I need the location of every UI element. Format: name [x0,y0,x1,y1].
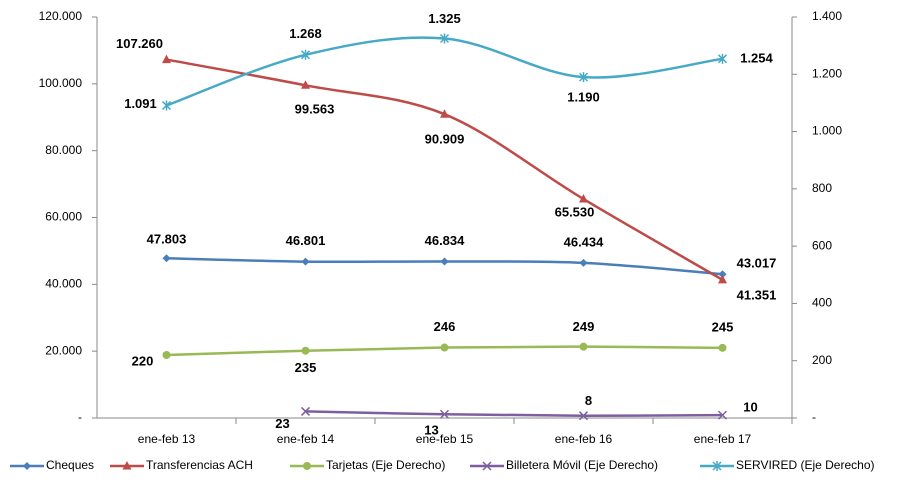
marker [439,33,450,44]
data-label: 41.351 [737,287,777,302]
marker [439,409,450,419]
data-label: 1.254 [740,50,773,65]
marker [301,80,310,89]
marker [161,100,172,111]
marker [717,410,728,420]
y-tick-label: 100.000 [39,76,83,90]
legend-label: Tarjetas (Eje Derecho) [326,458,445,472]
data-label: 99.563 [295,102,335,117]
data-label: 246 [434,319,456,334]
marker [23,462,31,470]
x-tick-label: ene-feb 13 [138,432,196,446]
data-label: 65.530 [555,204,595,219]
x-tick-label: ene-feb 17 [694,432,752,446]
data-label: 47.803 [147,232,187,247]
data-label: 107.260 [116,36,163,51]
data-label: 23 [275,416,289,431]
x-tick-label: ene-feb 16 [555,432,613,446]
marker [440,257,449,266]
data-label: 46.834 [425,233,466,248]
data-label: 46.434 [564,234,605,249]
marker [718,343,727,352]
legend-label: Cheques [46,458,94,472]
y-tick-label: 120.000 [39,9,83,23]
marker [122,461,132,470]
data-label: 13 [424,423,438,438]
y-tick-label: 20.000 [45,343,82,357]
marker [162,254,171,263]
y2-tick-label: 600 [812,238,832,252]
marker [300,49,311,60]
marker [162,350,171,359]
y2-tick-label: 800 [812,181,832,195]
marker [578,72,589,83]
marker [301,346,310,355]
marker [578,411,589,421]
marker [712,461,722,471]
marker [440,343,449,352]
data-label: 249 [573,319,595,334]
data-label: 8 [585,393,592,408]
marker [579,194,588,203]
marker [300,406,311,416]
data-label: 1.325 [428,11,461,26]
y2-tick-label: 1.400 [812,9,842,23]
legend-label: Billetera Móvil (Eje Derecho) [506,458,658,472]
marker [579,342,588,351]
data-label: 235 [295,360,317,375]
data-label: 10 [743,400,757,415]
series-line [166,36,723,107]
legend-label: SERVIRED (Eje Derecho) [736,458,875,472]
data-label: 90.909 [425,132,465,147]
x-tick-label: ene-feb 14 [277,432,335,446]
y2-tick-label: - [812,410,816,424]
marker [579,258,588,267]
marker [718,270,727,279]
marker [440,109,449,118]
data-label: 1.190 [567,90,600,105]
data-label: 220 [132,353,154,368]
y-tick-label: 40.000 [45,277,82,291]
data-label: 245 [712,319,734,334]
legend-label: Transferencias ACH [146,458,253,472]
data-label: 1.091 [124,96,157,111]
y2-tick-label: 400 [812,296,832,310]
marker [482,461,492,471]
marker [162,54,171,64]
y-tick-label: 80.000 [45,143,82,157]
data-label: 43.017 [737,256,777,271]
y2-tick-label: 1.000 [812,124,842,138]
y2-tick-label: 200 [812,353,832,367]
marker [303,462,311,470]
marker [718,274,727,284]
data-label: 1.268 [289,26,322,41]
x-tick-label: ene-feb 15 [416,432,474,446]
series-line [305,410,723,417]
marker [717,53,728,64]
y-tick-label: - [78,410,82,424]
data-label: 46.801 [286,233,326,248]
y2-tick-label: 1.200 [812,66,842,80]
y-tick-label: 60.000 [45,210,82,224]
marker [301,257,310,266]
